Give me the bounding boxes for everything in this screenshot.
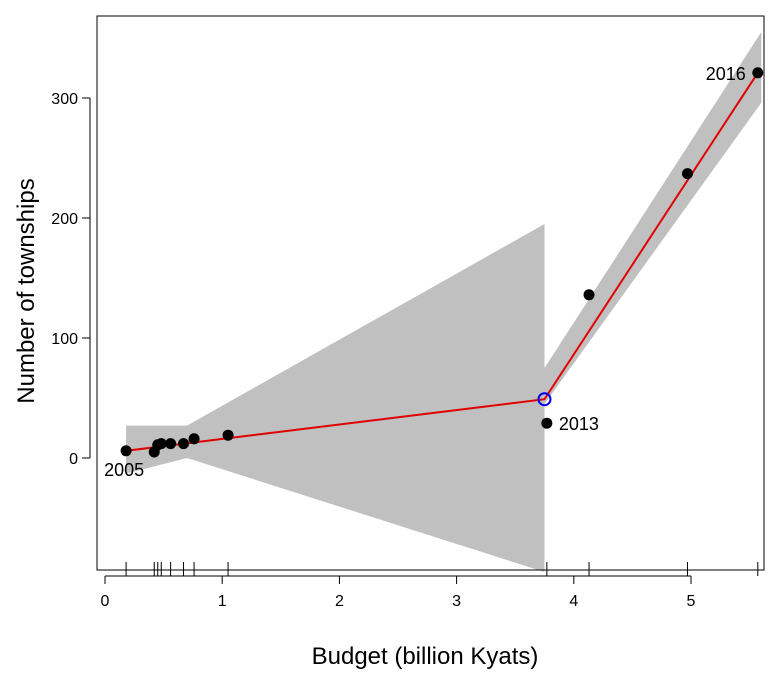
rug-layer	[125, 562, 759, 576]
data-point	[222, 429, 234, 441]
x-tick-label: 3	[452, 593, 461, 610]
confidence-band-left	[126, 224, 545, 572]
data-point	[188, 433, 200, 445]
confidence-band-right	[544, 32, 762, 404]
x-tick-label: 5	[687, 593, 696, 610]
annotation-label: 2016	[706, 64, 746, 84]
breakpoint-marker	[537, 392, 552, 407]
data-point	[583, 289, 595, 301]
data-point	[541, 417, 553, 429]
y-tick-label: 300	[51, 91, 78, 108]
axes-layer: 0 1 2 3 4 5 0 100 200 300	[51, 91, 695, 610]
x-axis-title: Budget (billion Kyats)	[312, 643, 539, 670]
y-tick-label: 0	[69, 451, 78, 468]
fit-line	[125, 72, 759, 452]
data-point	[120, 445, 132, 457]
annotation-label: 2013	[559, 414, 599, 434]
x-tick-label: 4	[569, 593, 578, 610]
plot-frame	[96, 15, 765, 571]
data-point	[681, 168, 693, 180]
data-point	[752, 67, 764, 79]
data-point	[165, 438, 177, 450]
y-tick-label: 200	[51, 211, 78, 228]
data-point	[155, 438, 167, 450]
confidence-band-layer	[126, 32, 762, 572]
x-tick-label: 1	[218, 593, 227, 610]
data-point	[178, 438, 190, 450]
fit-line-layer	[125, 72, 759, 452]
x-tick-label: 2	[335, 593, 344, 610]
points-layer	[120, 67, 764, 458]
x-tick-label: 0	[101, 593, 110, 610]
annotation-label: 2005	[104, 460, 144, 480]
annotations-layer: 2005 2013 2016	[104, 64, 746, 480]
y-tick-label: 100	[51, 331, 78, 348]
y-axis-title: Number of townships	[13, 178, 40, 403]
